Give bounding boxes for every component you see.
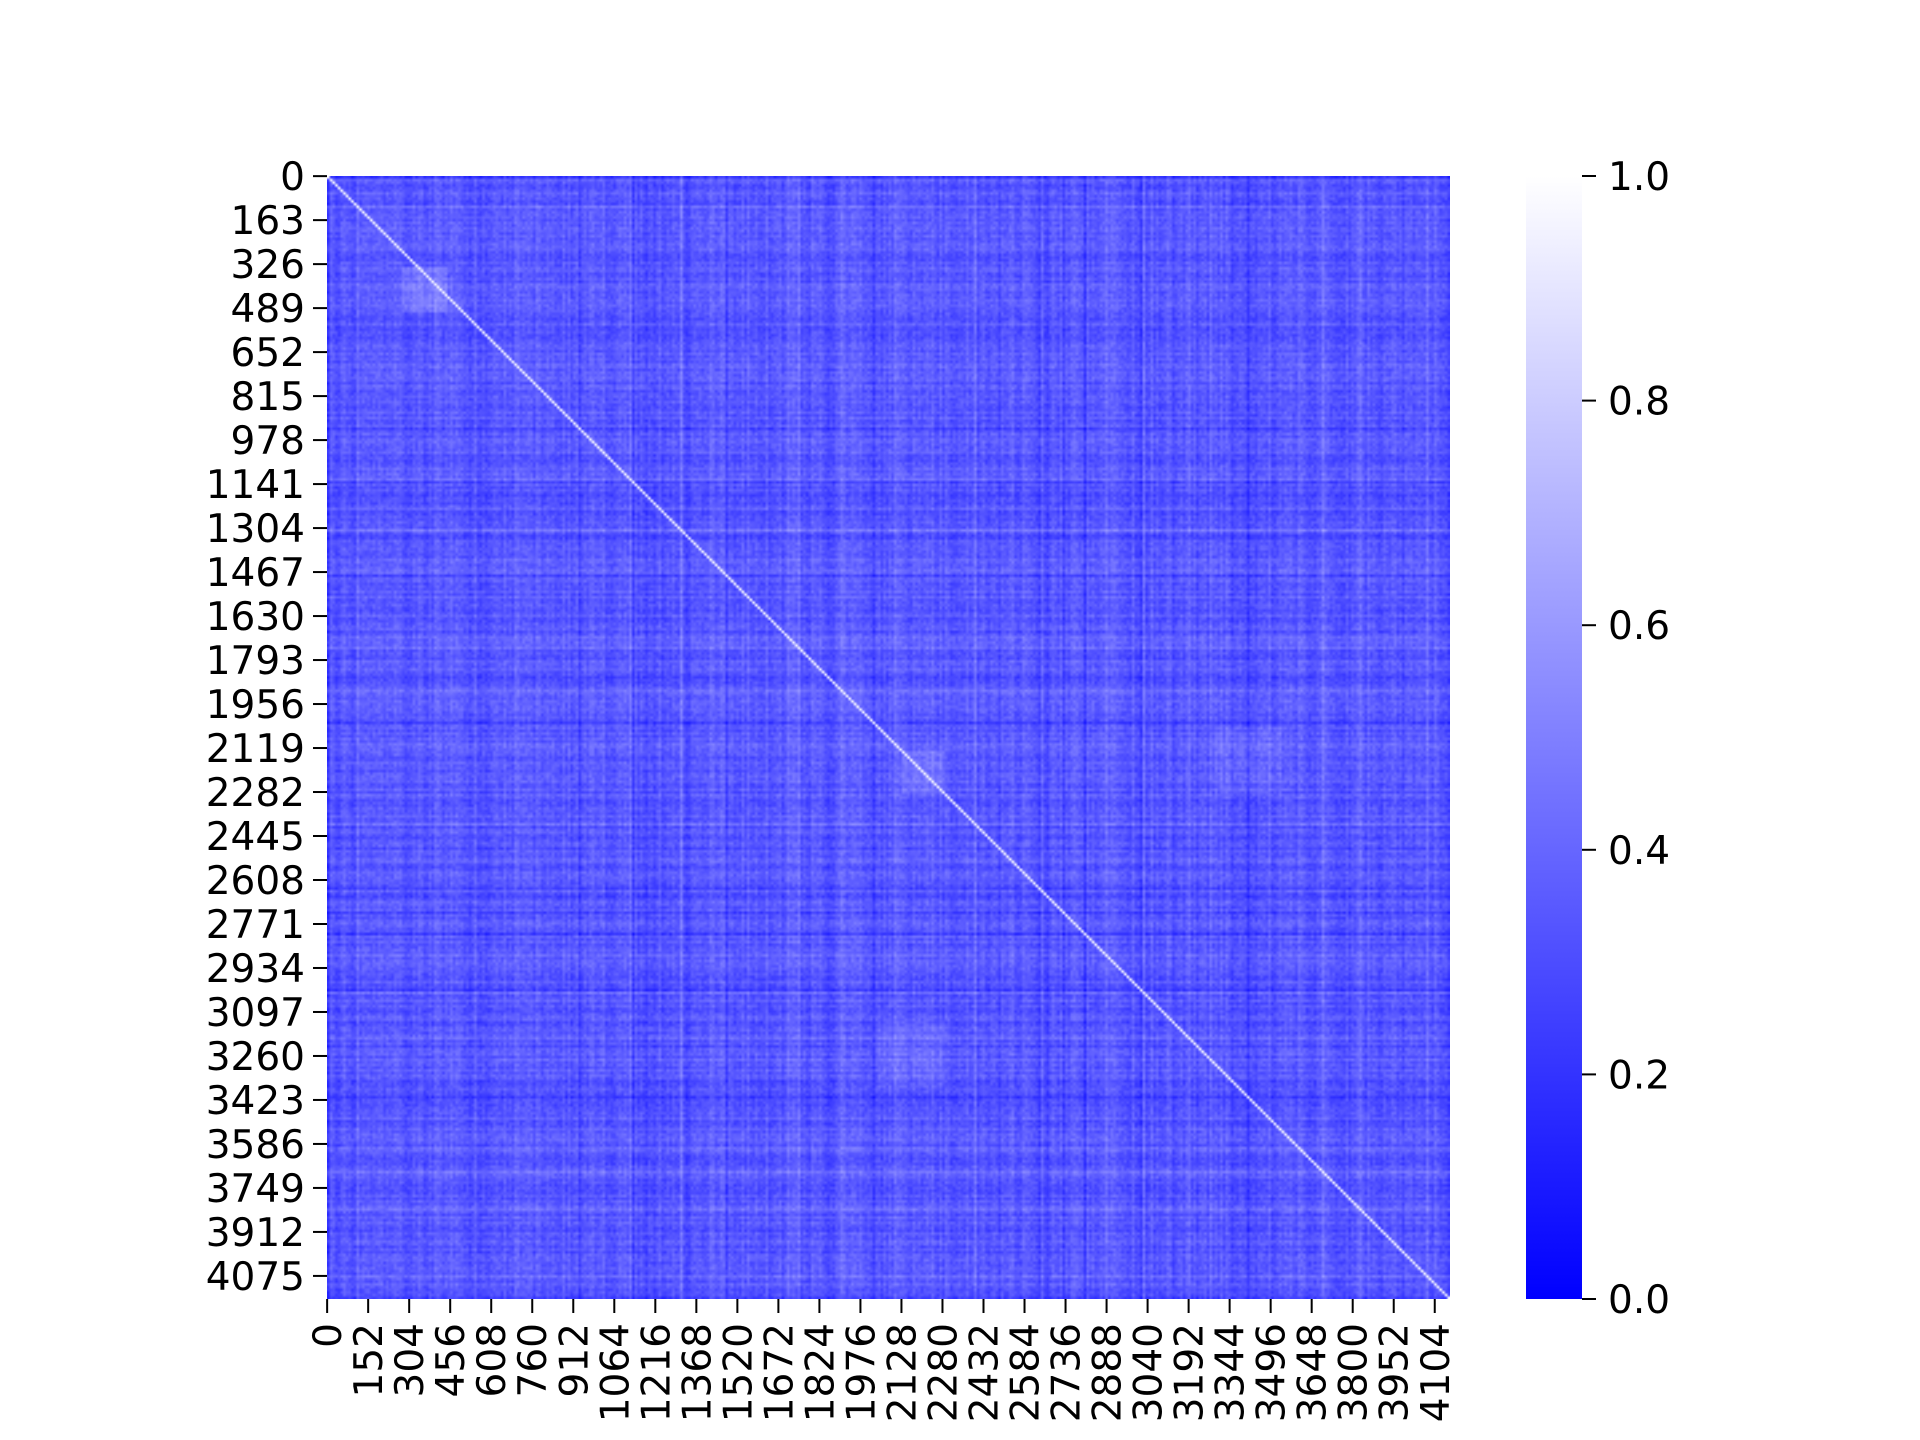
y-tick-label: 3912 [206, 1211, 305, 1256]
x-tick-label: 1672 [757, 1323, 802, 1422]
colorbar [1526, 176, 1582, 1299]
y-tick-label: 2771 [206, 903, 305, 948]
y-tick-label: 3586 [206, 1123, 305, 1168]
x-tick-label: 2584 [1004, 1323, 1049, 1422]
x-tick-label: 2128 [880, 1323, 925, 1422]
x-tick-label: 2432 [963, 1323, 1008, 1422]
colorbar-axis: 0.0 0.2 0.4 0.6 0.8 1.0 [1582, 155, 1670, 1323]
y-tick-label: 652 [231, 331, 305, 376]
x-tick-label: 3800 [1332, 1323, 1377, 1422]
x-tick-label: 3040 [1127, 1323, 1172, 1422]
colorbar-tick-label: 0.2 [1608, 1053, 1670, 1098]
colorbar-tick-label: 0.4 [1608, 829, 1670, 874]
y-tick-label: 163 [231, 199, 305, 244]
x-tick-label: 2280 [921, 1323, 966, 1422]
x-tick-label: 1520 [716, 1323, 761, 1422]
x-tick-label: 912 [552, 1323, 597, 1397]
colorbar-tick-label: 1.0 [1608, 155, 1670, 200]
x-tick-label: 2736 [1045, 1323, 1090, 1422]
x-tick-label: 1064 [593, 1323, 638, 1422]
y-tick-label: 1467 [206, 551, 305, 596]
y-tick-label: 4075 [206, 1255, 305, 1300]
y-tick-label: 2934 [206, 947, 305, 992]
x-tick-label: 3648 [1291, 1323, 1336, 1422]
y-tick-label: 2445 [206, 815, 305, 860]
x-tick-label: 1368 [675, 1323, 720, 1422]
y-tick-label: 1304 [206, 507, 305, 552]
y-tick-label: 0 [280, 155, 305, 200]
x-tick-label: 3952 [1373, 1323, 1418, 1422]
colorbar-tick-label: 0.8 [1608, 380, 1670, 425]
x-tick-label: 1216 [634, 1323, 679, 1422]
y-tick-label: 3260 [206, 1035, 305, 1080]
y-axis: 0163326489652815978114113041467163017931… [206, 155, 327, 1300]
y-tick-label: 1630 [206, 595, 305, 640]
x-tick-label: 3344 [1209, 1323, 1254, 1422]
y-tick-label: 3749 [206, 1167, 305, 1212]
x-axis: 0152304456608760912106412161368152016721… [306, 1299, 1459, 1422]
x-tick-label: 1976 [839, 1323, 884, 1422]
y-tick-label: 489 [231, 287, 305, 332]
x-tick-label: 456 [429, 1323, 474, 1397]
y-tick-label: 3423 [206, 1079, 305, 1124]
x-tick-label: 1824 [798, 1323, 843, 1422]
x-tick-label: 4104 [1414, 1323, 1459, 1422]
colorbar-tick-label: 0.0 [1608, 1278, 1670, 1323]
y-tick-label: 1956 [206, 683, 305, 728]
y-tick-label: 2282 [206, 771, 305, 816]
y-tick-label: 326 [231, 243, 305, 288]
colorbar-tick-label: 0.6 [1608, 604, 1670, 649]
x-tick-label: 304 [388, 1323, 433, 1397]
x-tick-label: 3496 [1250, 1323, 1295, 1422]
x-tick-label: 0 [306, 1323, 351, 1348]
y-tick-label: 3097 [206, 991, 305, 1036]
y-tick-label: 1793 [206, 639, 305, 684]
x-tick-label: 3192 [1168, 1323, 1213, 1422]
x-tick-label: 152 [347, 1323, 392, 1397]
y-tick-label: 978 [231, 419, 305, 464]
x-tick-label: 2888 [1086, 1323, 1131, 1422]
y-tick-label: 1141 [206, 463, 305, 508]
y-tick-label: 815 [231, 375, 305, 420]
x-tick-label: 608 [470, 1323, 515, 1397]
y-tick-label: 2119 [206, 727, 305, 772]
x-tick-label: 760 [511, 1323, 556, 1397]
y-tick-label: 2608 [206, 859, 305, 904]
heatmap-matrix [327, 176, 1450, 1299]
